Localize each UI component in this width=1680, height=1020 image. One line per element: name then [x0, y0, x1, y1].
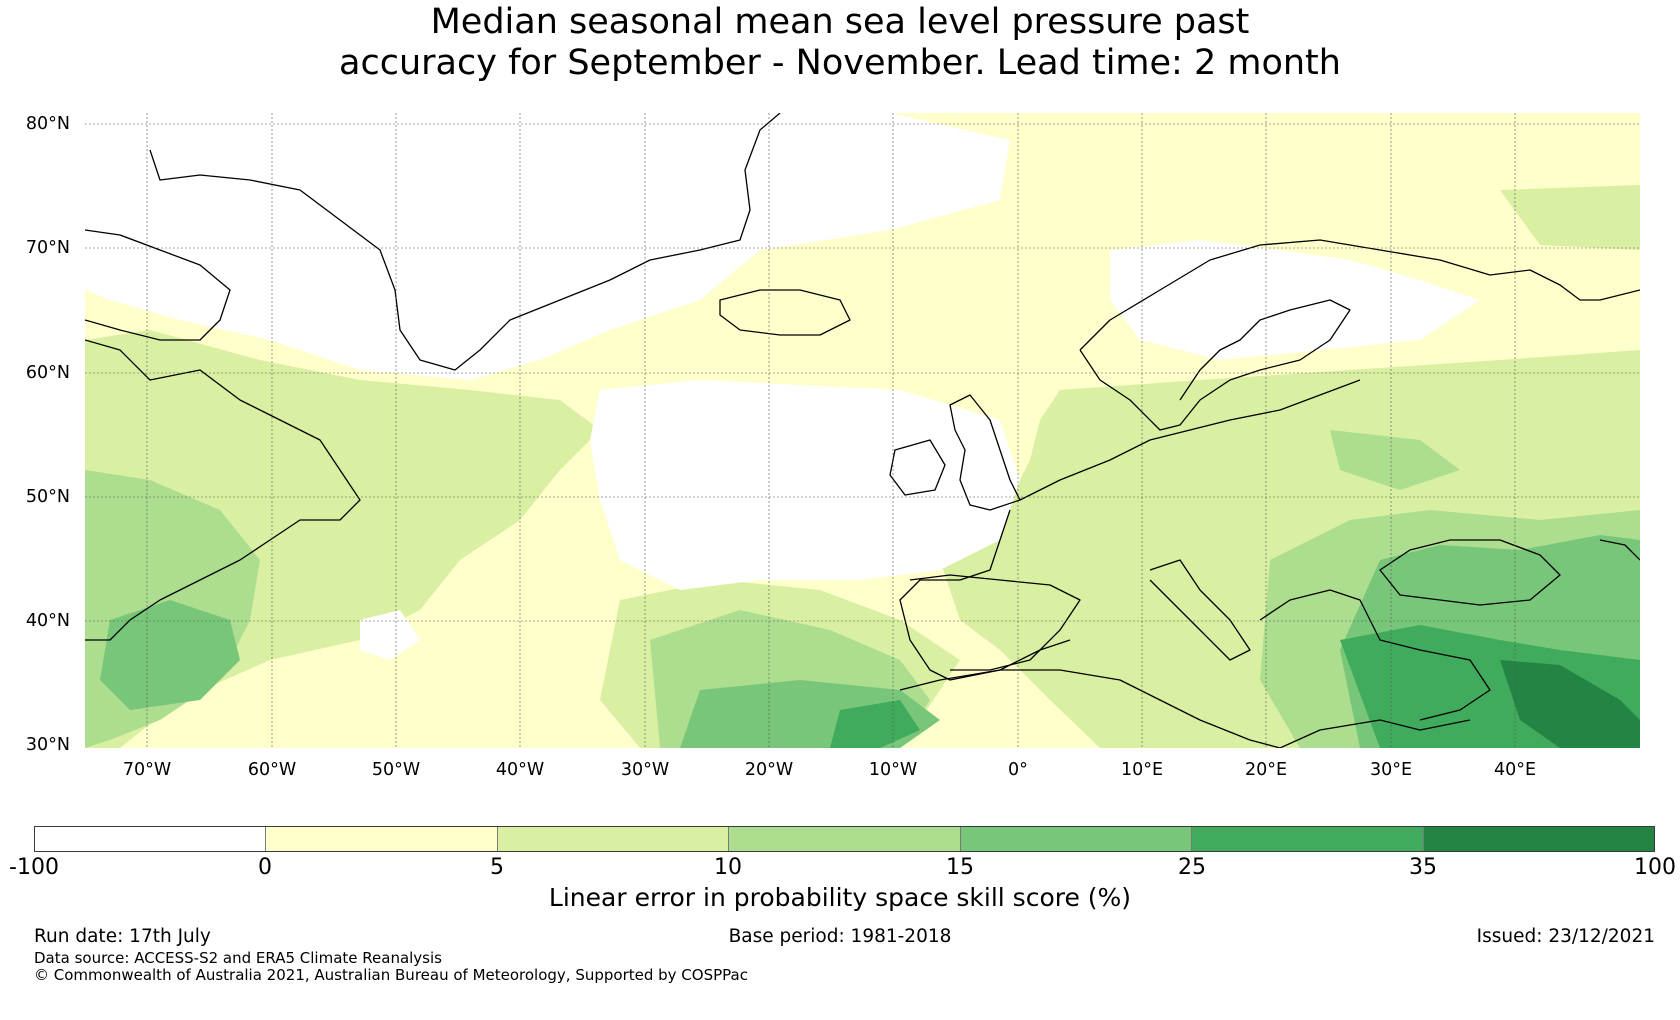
coastlines	[85, 113, 1640, 748]
colorbar-segment-25-35	[1192, 827, 1424, 851]
italy-coastline	[1149, 559, 1251, 661]
lat-label-70n: 70°N	[25, 238, 70, 258]
iceland-coastline	[719, 289, 851, 336]
lat-label-60n: 60°N	[25, 363, 70, 383]
gridlines	[85, 113, 1640, 748]
lon-label-40w: 40°W	[495, 760, 545, 780]
colorbar-segment-35-100	[1423, 827, 1654, 851]
colorbar-tick-10: 10	[714, 855, 742, 880]
colorbar	[34, 826, 1655, 852]
region-morocco-higher	[830, 700, 920, 748]
colorbar-segment-0-5	[266, 827, 498, 851]
lat-label-30n: 30°N	[25, 735, 70, 755]
region-north-atlantic-white	[590, 380, 1020, 590]
region-russia-medium	[1330, 430, 1460, 490]
region-atlantic-patch-white	[360, 610, 420, 660]
region-arctic-east-light	[1500, 185, 1640, 250]
colorbar-tick-100: 100	[1634, 855, 1676, 880]
colorbar-label: Linear error in probability space skill …	[548, 883, 1132, 912]
lon-label-0: 0°	[1008, 760, 1028, 780]
lat-label-80n: 80°N	[25, 114, 70, 134]
lon-label-30w: 30°W	[620, 760, 670, 780]
region-levant-highest	[1500, 660, 1640, 748]
balkans-turkey-coastline	[1259, 539, 1561, 721]
britain-coastline	[949, 394, 1021, 511]
skill-regions-highest	[1500, 660, 1640, 748]
lon-label-70w: 70°W	[122, 760, 172, 780]
colorbar-tick-0: 0	[258, 855, 272, 880]
colorbar-segment-10-15	[729, 827, 961, 851]
lon-label-50w: 50°W	[371, 760, 421, 780]
colorbar-tick-35: 35	[1409, 855, 1437, 880]
lon-label-40e: 40°E	[1493, 760, 1537, 780]
copyright: © Commonwealth of Australia 2021, Austra…	[34, 966, 748, 984]
base-period: Base period: 1981-2018	[728, 926, 952, 947]
lon-label-60w: 60°W	[247, 760, 297, 780]
colorbar-segment-neg100-0	[35, 827, 267, 851]
greenland-coastline	[149, 113, 781, 371]
baffin-coastline	[85, 229, 231, 341]
lat-label-40n: 40°N	[25, 611, 70, 631]
lon-label-30e: 30°E	[1369, 760, 1413, 780]
title-line-1: Median seasonal mean sea level pressure …	[430, 2, 1250, 42]
title-line-2: accuracy for September - November. Lead …	[339, 43, 1341, 83]
skill-score-map	[85, 113, 1640, 748]
lat-label-50n: 50°N	[25, 487, 70, 507]
data-source: Data source: ACCESS-S2 and ERA5 Climate …	[34, 949, 442, 967]
region-greenland-white	[85, 113, 1010, 380]
scandinavia-coastline	[1079, 239, 1640, 431]
labrador-coastline	[85, 339, 361, 641]
caspian-coastline	[1599, 539, 1640, 561]
colorbar-tick-neg100: -100	[9, 855, 59, 880]
colorbar-tick-5: 5	[490, 855, 504, 880]
region-scandinavia-white	[1110, 240, 1480, 360]
lon-label-10w: 10°W	[868, 760, 918, 780]
issued-date: Issued: 23/12/2021	[1476, 926, 1655, 947]
colorbar-segment-15-25	[960, 827, 1193, 851]
europe-west-coastline	[899, 379, 1361, 681]
colorbar-tick-25: 25	[1178, 855, 1206, 880]
iberia-coastline	[909, 574, 1081, 671]
run-date: Run date: 17th July	[34, 926, 211, 947]
region-caribbean-high	[100, 600, 240, 710]
lon-label-20w: 20°W	[744, 760, 794, 780]
lon-label-20e: 20°E	[1244, 760, 1288, 780]
chart-title: Median seasonal mean sea level pressure …	[0, 2, 1680, 84]
colorbar-tick-15: 15	[946, 855, 974, 880]
lon-label-10e: 10°E	[1120, 760, 1164, 780]
africa-north-coastline	[899, 669, 1471, 748]
colorbar-segment-5-10	[497, 827, 730, 851]
ireland-coastline	[889, 439, 946, 496]
no-skill-regions	[85, 113, 1480, 660]
